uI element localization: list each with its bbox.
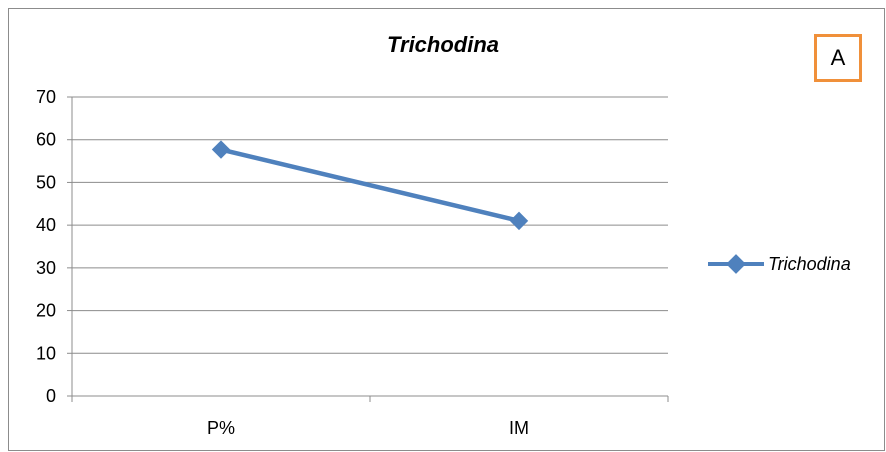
data-point (509, 211, 529, 231)
y-tick-label: 40 (36, 215, 56, 235)
chart-title: Trichodina (386, 32, 500, 57)
data-point (211, 140, 231, 159)
chart-frame (8, 8, 885, 451)
x-tick-label: P% (207, 418, 235, 438)
y-tick-label: 30 (36, 258, 56, 278)
legend-label: Trichodina (768, 253, 851, 274)
x-tick-label: IM (509, 418, 529, 438)
y-tick-label: 0 (46, 386, 56, 406)
gridlines (72, 96, 668, 354)
legend: Trichodina (706, 253, 851, 275)
y-tick-label: 20 (36, 301, 56, 321)
series-line (220, 147, 520, 224)
x-tick-labels: P% IM (207, 418, 529, 438)
y-tick-labels: 0 10 20 30 40 50 60 70 (36, 87, 56, 406)
legend-marker (708, 254, 764, 274)
y-tick-label: 60 (36, 130, 56, 150)
axes (67, 96, 669, 402)
panel-label-badge: A (814, 34, 862, 82)
y-tick-label: 10 (36, 343, 56, 363)
y-tick-label: 50 (36, 172, 56, 192)
y-tick-label: 70 (36, 87, 56, 107)
series-layer (211, 140, 529, 231)
